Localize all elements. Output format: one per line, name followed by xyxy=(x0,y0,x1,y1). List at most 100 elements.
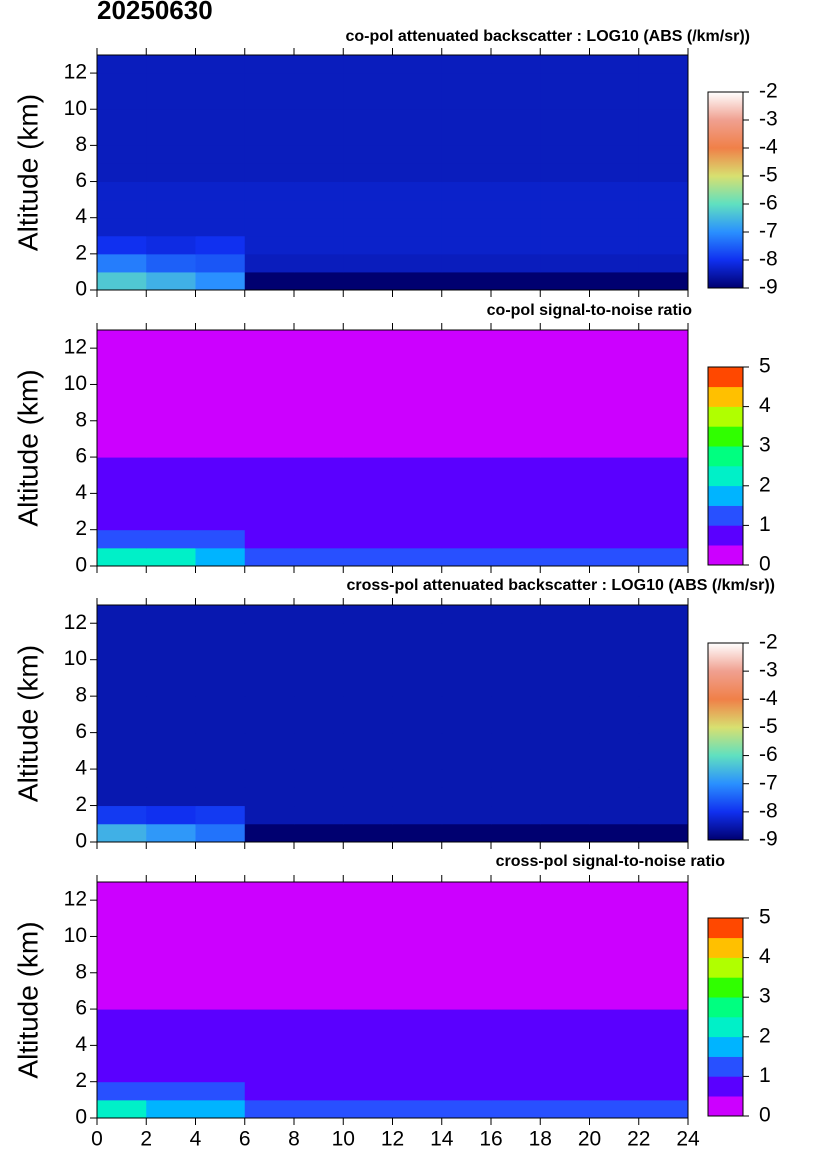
x-tick-label: 24 xyxy=(676,1128,700,1151)
y-tick-label: 10 xyxy=(64,647,87,670)
colorbar-tick-label: -6 xyxy=(759,192,778,215)
x-tick-label: 18 xyxy=(529,1128,552,1151)
panel-title: co-pol attenuated backscatter : LOG10 (A… xyxy=(345,28,750,45)
colorbar-frame xyxy=(707,642,744,841)
colorbar-swatch xyxy=(708,1036,743,1057)
y-tick-label: 4 xyxy=(75,1033,87,1056)
y-tick-label: 0 xyxy=(75,278,87,301)
colorbar-swatch xyxy=(708,1076,743,1097)
y-axis-label: Altitude (km) xyxy=(12,921,43,1078)
colorbar-swatch xyxy=(708,466,743,487)
x-tick-label: 2 xyxy=(140,1128,152,1151)
x-tick-label: 0 xyxy=(91,1128,103,1151)
panel-title: co-pol signal-to-noise ratio xyxy=(487,302,693,319)
y-tick-label: 0 xyxy=(75,554,87,577)
y-tick-label: 12 xyxy=(64,61,87,84)
colorbar xyxy=(708,92,743,288)
colorbar-tick-label: 1 xyxy=(759,1064,771,1087)
colorbar-swatch xyxy=(708,446,743,467)
y-tick-label: 2 xyxy=(75,241,87,264)
colorbar-tick-label: -9 xyxy=(759,828,778,851)
colorbar-tick-label: -9 xyxy=(759,276,778,299)
colorbar-frame xyxy=(707,366,744,566)
x-tick-label: 22 xyxy=(627,1128,650,1151)
y-tick-label: 0 xyxy=(75,830,87,853)
noise-texture xyxy=(97,330,688,566)
colorbar-swatch xyxy=(708,1096,743,1117)
date-title: 20250630 xyxy=(97,0,213,25)
y-tick-label: 4 xyxy=(75,757,87,780)
y-tick-label: 10 xyxy=(64,97,87,120)
x-tick-label: 16 xyxy=(479,1128,502,1151)
colorbar-tick-label: 4 xyxy=(759,945,771,968)
y-tick-label: 6 xyxy=(75,169,87,192)
colorbar-tick-label: 0 xyxy=(759,553,771,576)
panel-title: cross-pol attenuated backscatter : LOG10… xyxy=(346,577,775,594)
colorbar-frame xyxy=(707,917,744,1117)
y-axis-label: Altitude (km) xyxy=(12,369,43,526)
y-tick-label: 12 xyxy=(64,888,87,911)
colorbar-swatch xyxy=(708,918,743,939)
colorbar-swatch xyxy=(708,997,743,1018)
x-tick-label: 8 xyxy=(288,1128,300,1151)
colorbar-tick-label: 3 xyxy=(759,434,771,457)
colorbar-tick-label: 5 xyxy=(759,906,771,929)
panel-title: cross-pol signal-to-noise ratio xyxy=(496,853,726,870)
colorbar-tick-label: 2 xyxy=(759,1024,771,1047)
colorbar-swatch xyxy=(708,367,743,388)
colorbar-tick-label: -8 xyxy=(759,799,778,822)
colorbar-swatch xyxy=(708,406,743,427)
colorbar-tick-label: 1 xyxy=(759,513,771,536)
colorbar-tick-label: 3 xyxy=(759,985,771,1008)
colorbar-tick-label: -2 xyxy=(759,80,778,103)
x-tick-label: 10 xyxy=(332,1128,355,1151)
y-tick-label: 4 xyxy=(75,205,87,228)
colorbar-swatch xyxy=(708,485,743,506)
x-tick-label: 12 xyxy=(381,1128,404,1151)
x-tick-label: 4 xyxy=(190,1128,202,1151)
y-tick-label: 10 xyxy=(64,372,87,395)
colorbar-tick-label: -7 xyxy=(759,220,778,243)
y-tick-label: 10 xyxy=(64,924,87,947)
colorbar-tick-label: -8 xyxy=(759,248,778,271)
colorbar-swatch xyxy=(708,386,743,407)
y-tick-label: 8 xyxy=(75,684,87,707)
colorbar-swatch xyxy=(708,1017,743,1038)
y-tick-label: 8 xyxy=(75,408,87,431)
colorbar-tick-label: -4 xyxy=(759,136,778,159)
colorbar-swatch xyxy=(708,1056,743,1077)
colorbar-tick-label: -5 xyxy=(759,715,778,738)
colorbar-tick-label: -2 xyxy=(759,631,778,654)
y-tick-label: 8 xyxy=(75,960,87,983)
colorbar-tick-label: 5 xyxy=(759,355,771,378)
y-axis-label: Altitude (km) xyxy=(12,94,43,251)
colorbar-swatch xyxy=(708,977,743,998)
colorbar-swatch xyxy=(708,525,743,546)
y-tick-label: 2 xyxy=(75,517,87,540)
y-tick-label: 2 xyxy=(75,1069,87,1092)
colorbar-tick-label: -7 xyxy=(759,771,778,794)
y-tick-label: 6 xyxy=(75,720,87,743)
noise-texture xyxy=(97,605,688,842)
y-tick-label: 6 xyxy=(75,997,87,1020)
y-axis-label: Altitude (km) xyxy=(12,645,43,802)
colorbar-tick-label: -3 xyxy=(759,659,778,682)
y-tick-label: 2 xyxy=(75,793,87,816)
colorbar-swatch xyxy=(708,545,743,566)
y-tick-label: 4 xyxy=(75,481,87,504)
colorbar-tick-label: -6 xyxy=(759,743,778,766)
colorbar-swatch xyxy=(708,426,743,447)
colorbar-frame xyxy=(707,91,744,289)
colorbar-swatch xyxy=(708,957,743,978)
colorbar-tick-label: 4 xyxy=(759,394,771,417)
colorbar-tick-label: -3 xyxy=(759,108,778,131)
y-tick-label: 6 xyxy=(75,445,87,468)
y-tick-label: 0 xyxy=(75,1106,87,1129)
colorbar-tick-label: 0 xyxy=(759,1104,771,1127)
colorbar-tick-label: 2 xyxy=(759,473,771,496)
x-tick-label: 14 xyxy=(430,1128,454,1151)
colorbar-swatch xyxy=(708,505,743,526)
y-tick-label: 12 xyxy=(64,611,87,634)
colorbar-tick-label: -5 xyxy=(759,164,778,187)
